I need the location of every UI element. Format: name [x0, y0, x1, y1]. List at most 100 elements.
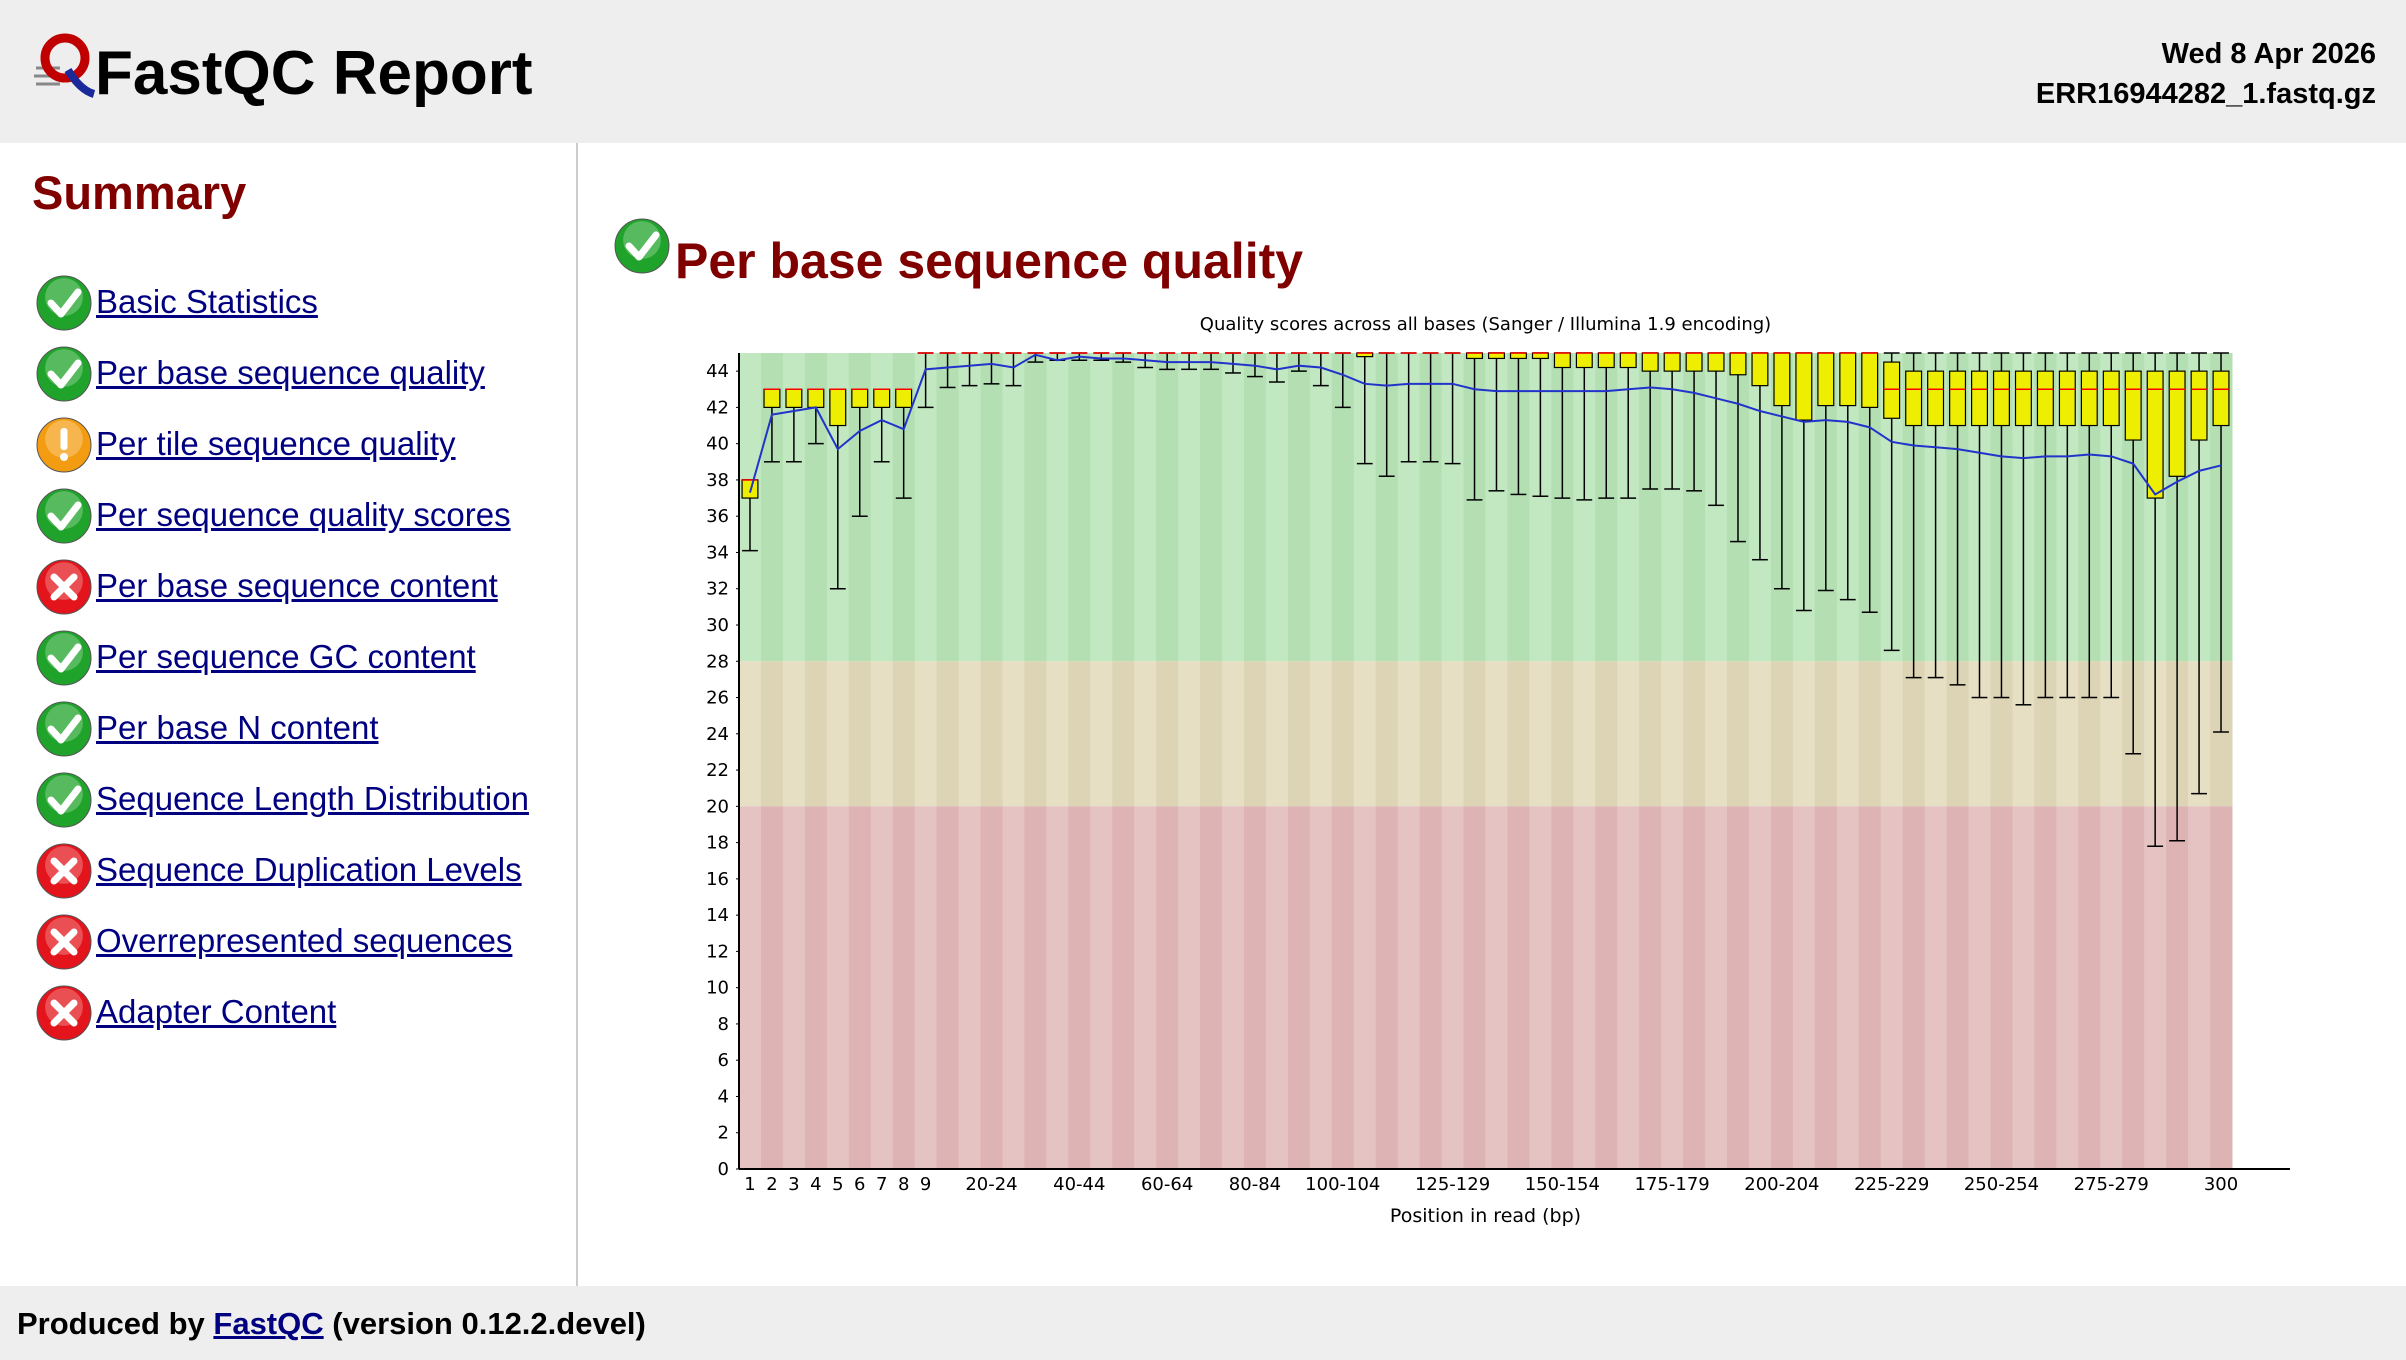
x-tick-label: 7: [876, 1174, 887, 1195]
quality-band: [936, 806, 960, 1169]
module-link[interactable]: Sequence Duplication Levels: [96, 851, 522, 888]
quality-band: [2056, 806, 2079, 1169]
quality-band: [914, 806, 938, 1169]
quality-band: [914, 661, 938, 807]
quality-band: [1134, 353, 1157, 662]
quality-band: [2122, 661, 2145, 807]
quality-band: [1595, 353, 1618, 662]
status-icon: [36, 346, 92, 402]
box: [2080, 370, 2098, 427]
box: [2102, 370, 2120, 427]
quality-band: [1792, 353, 1816, 662]
footer-suffix: (version 0.12.2.devel): [332, 1306, 646, 1341]
quality-band: [1551, 661, 1574, 807]
box: [1487, 352, 1505, 360]
quality-band: [2078, 661, 2101, 807]
quality-band: [1178, 661, 1201, 807]
quality-band: [1968, 806, 1991, 1169]
box: [2190, 370, 2208, 441]
quality-band: [1112, 661, 1135, 807]
quality-band: [1529, 661, 1552, 807]
y-tick-label: 44: [706, 361, 729, 382]
quality-band: [892, 806, 916, 1169]
quality-band: [1683, 661, 1706, 807]
y-tick-label: 32: [706, 579, 729, 600]
module-link[interactable]: Adapter Content: [96, 993, 337, 1030]
x-tick-label: 4: [810, 1174, 821, 1195]
quality-band: [2012, 353, 2035, 662]
icon-check: [47, 501, 82, 531]
quality-band: [980, 806, 1003, 1169]
quality-band: [1024, 661, 1047, 807]
quality-band: [804, 806, 828, 1169]
module-item: Per tile sequence quality: [34, 415, 574, 475]
quality-band: [1880, 661, 1904, 807]
quality-band: [1485, 806, 1508, 1169]
quality-band: [1178, 806, 1201, 1169]
module-link[interactable]: Per base N content: [96, 709, 379, 746]
module-link[interactable]: Per sequence quality scores: [96, 496, 511, 533]
box: [1663, 352, 1681, 372]
box: [1949, 370, 1967, 427]
box: [1707, 352, 1725, 372]
x-tick-label: 250-254: [1964, 1174, 2039, 1195]
icon-cross: [50, 928, 78, 956]
quality-band: [2210, 353, 2233, 662]
y-tick-label: 36: [706, 506, 729, 527]
y-tick-label: 6: [718, 1050, 729, 1071]
quality-band: [1551, 353, 1574, 662]
quality-band: [1858, 353, 1882, 662]
y-tick-label: 2: [718, 1123, 729, 1144]
y-tick-label: 18: [706, 833, 729, 854]
module-link[interactable]: Per base sequence content: [96, 567, 498, 604]
status-icon: [36, 985, 92, 1041]
icon-shine: [45, 988, 83, 1026]
quality-band: [1024, 353, 1047, 662]
quality-band: [760, 353, 784, 662]
module-link[interactable]: Per base sequence quality: [96, 354, 485, 391]
box: [1685, 352, 1703, 372]
quality-band: [1309, 353, 1333, 662]
quality-band: [1485, 661, 1508, 807]
quality-band: [1946, 353, 1970, 662]
box: [1597, 352, 1615, 369]
box: [2168, 370, 2186, 477]
quality-band: [1419, 806, 1443, 1169]
icon-shine: [45, 917, 83, 955]
logo: [34, 33, 96, 98]
y-tick-label: 42: [706, 397, 729, 418]
quality-band: [1397, 806, 1421, 1169]
module-link[interactable]: Per sequence GC content: [96, 638, 476, 675]
quality-band: [1046, 661, 1069, 807]
module-link[interactable]: Overrepresented sequences: [96, 922, 513, 959]
quality-band: [760, 661, 784, 807]
box: [2146, 370, 2164, 499]
status-icon: [36, 843, 92, 899]
quality-band: [1639, 661, 1662, 807]
module-link[interactable]: Basic Statistics: [96, 283, 318, 320]
quality-band: [2034, 353, 2057, 662]
quality-band: [1090, 661, 1113, 807]
quality-band: [1990, 353, 2013, 662]
quality-band: [2100, 806, 2123, 1169]
quality-band: [1924, 661, 1948, 807]
quality-band: [1639, 806, 1662, 1169]
quality-band: [1200, 806, 1223, 1169]
quality-band: [2056, 661, 2079, 807]
quality-band: [2210, 806, 2233, 1169]
quality-band: [2012, 806, 2035, 1169]
footer-link[interactable]: FastQC: [213, 1306, 324, 1341]
quality-band: [1002, 661, 1025, 807]
module-link[interactable]: Sequence Length Distribution: [96, 780, 529, 817]
x-axis-title: Position in read (bp): [1390, 1205, 1581, 1227]
quality-band: [958, 353, 982, 662]
icon-cross: [50, 999, 78, 1027]
quality-band: [1375, 806, 1399, 1169]
box: [1619, 352, 1637, 369]
quality-band: [1200, 353, 1223, 662]
box: [1751, 352, 1769, 387]
chart-title: Quality scores across all bases (Sanger …: [1200, 314, 1771, 335]
module-link[interactable]: Per tile sequence quality: [96, 425, 456, 462]
quality-band: [936, 353, 960, 662]
